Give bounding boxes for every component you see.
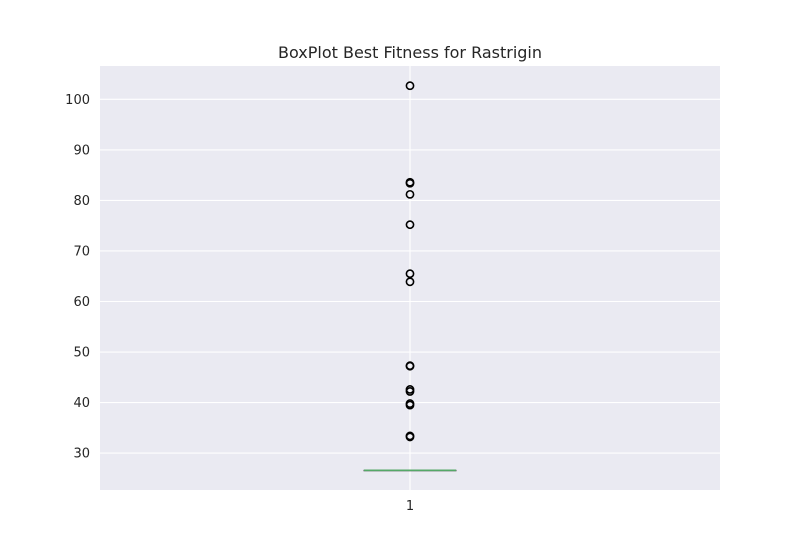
y-tick-label: 50	[73, 346, 90, 361]
outlier-point	[405, 178, 415, 188]
outlier-point	[405, 387, 415, 396]
chart-title: BoxPlot Best Fitness for Rastrigin	[278, 43, 542, 62]
y-tick-label: 60	[73, 295, 90, 310]
outlier-layer	[405, 81, 415, 442]
y-tick-label: 90	[73, 143, 90, 158]
y-tick-label: 40	[73, 396, 90, 411]
outlier-point	[405, 220, 415, 230]
x-tick-label: 1	[406, 499, 414, 514]
outlier-point	[405, 361, 415, 371]
outlier-point	[405, 400, 415, 410]
y-tick-label: 100	[65, 93, 90, 108]
outlier-point	[405, 432, 415, 442]
outlier-point	[405, 269, 415, 279]
outlier-point	[405, 277, 415, 287]
y-tick-labels: 30 40 50 60 70 80 90 100	[65, 93, 90, 462]
grid-lines	[100, 66, 720, 490]
y-tick-label: 80	[73, 194, 90, 209]
outlier-point	[405, 189, 415, 199]
box-layer	[363, 469, 457, 472]
outlier-point	[405, 81, 415, 91]
y-tick-label: 30	[73, 447, 90, 462]
y-tick-label: 70	[73, 244, 90, 259]
x-tick-labels: 1	[406, 499, 414, 514]
